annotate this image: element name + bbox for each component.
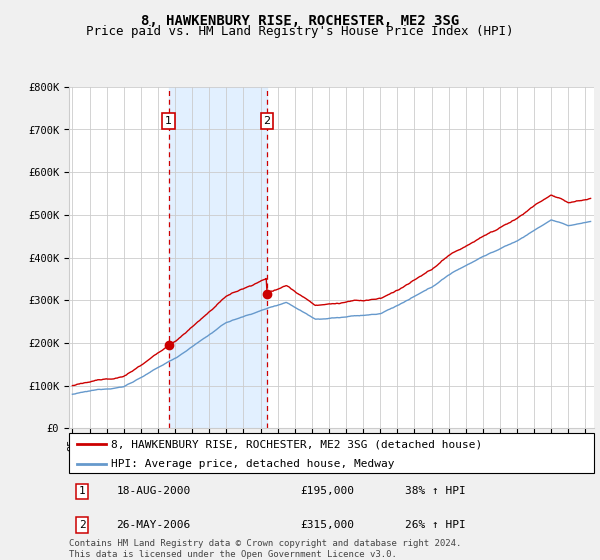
Text: 18-AUG-2000: 18-AUG-2000	[116, 487, 191, 496]
Text: 38% ↑ HPI: 38% ↑ HPI	[405, 487, 466, 496]
Text: Contains HM Land Registry data © Crown copyright and database right 2024.
This d: Contains HM Land Registry data © Crown c…	[69, 539, 461, 559]
Text: Price paid vs. HM Land Registry's House Price Index (HPI): Price paid vs. HM Land Registry's House …	[86, 25, 514, 38]
Bar	[169, 87, 267, 428]
Text: 2: 2	[79, 520, 86, 530]
Text: 2: 2	[263, 116, 271, 126]
FancyBboxPatch shape	[69, 433, 594, 473]
Text: £315,000: £315,000	[300, 520, 354, 530]
Text: 8, HAWKENBURY RISE, ROCHESTER, ME2 3SG: 8, HAWKENBURY RISE, ROCHESTER, ME2 3SG	[141, 14, 459, 28]
Text: 8, HAWKENBURY RISE, ROCHESTER, ME2 3SG (detached house): 8, HAWKENBURY RISE, ROCHESTER, ME2 3SG (…	[111, 439, 482, 449]
Text: HPI: Average price, detached house, Medway: HPI: Average price, detached house, Medw…	[111, 459, 395, 469]
Text: 1: 1	[165, 116, 172, 126]
Text: £195,000: £195,000	[300, 487, 354, 496]
Text: 1: 1	[79, 487, 86, 496]
Text: 26% ↑ HPI: 26% ↑ HPI	[405, 520, 466, 530]
Text: 26-MAY-2006: 26-MAY-2006	[116, 520, 191, 530]
